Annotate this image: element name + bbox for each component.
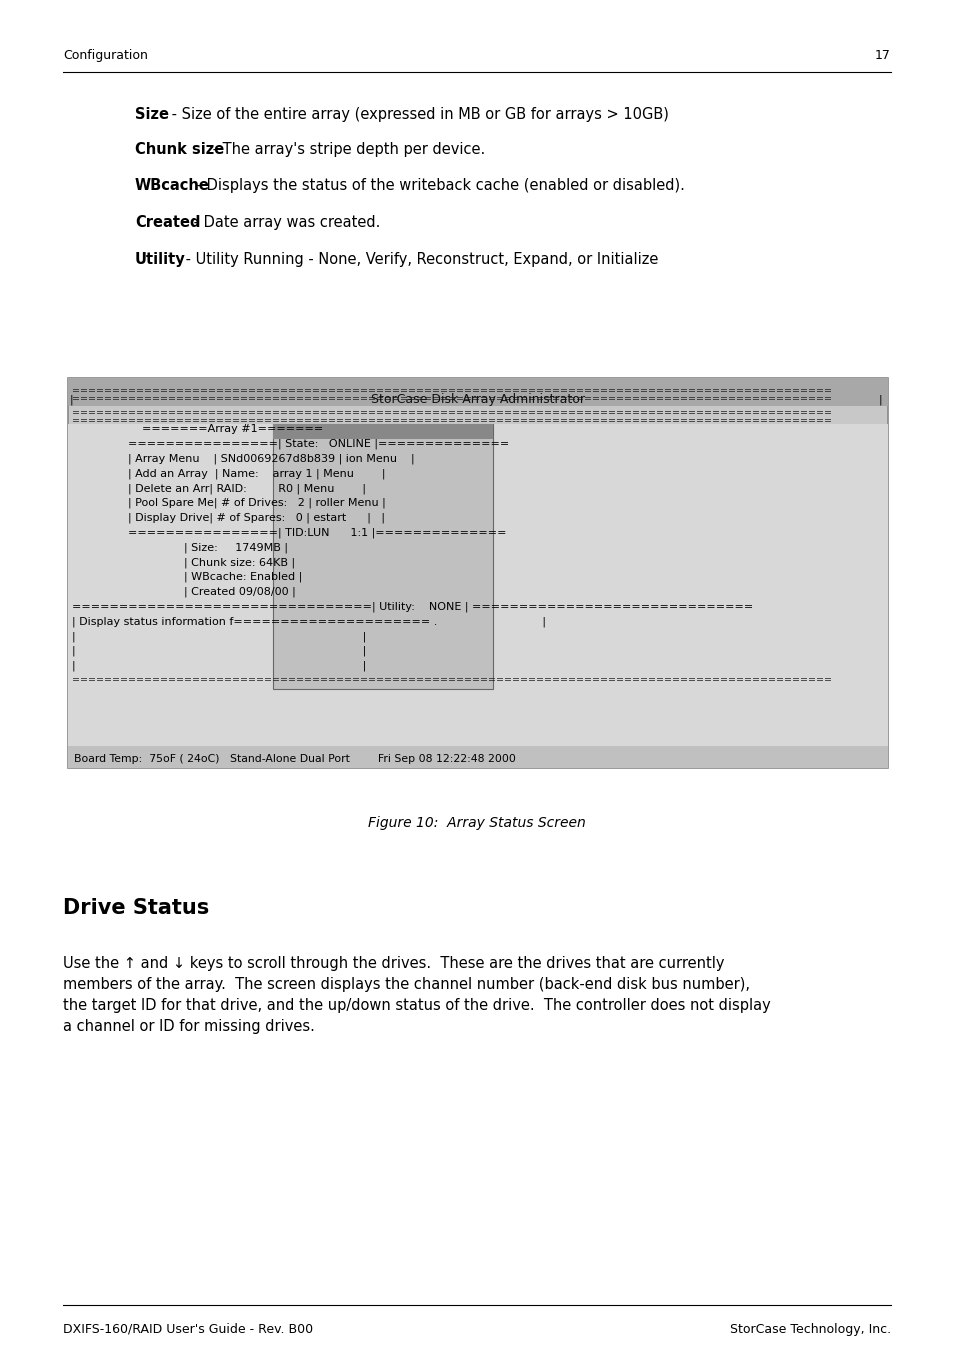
Text: ================================================================================: ========================================… [71,408,831,418]
Text: ================================| Utility:    NONE | ===========================: ================================| Utilit… [71,601,753,612]
Text: StorCase Technology, Inc.: StorCase Technology, Inc. [729,1322,890,1336]
Text: |: | [70,394,73,405]
Text: |                                                                               : | [71,646,366,657]
Text: Utility: Utility [135,252,186,267]
Text: - Utility Running - None, Verify, Reconstruct, Expand, or Initialize: - Utility Running - None, Verify, Recons… [181,252,658,267]
Text: - The array's stripe depth per device.: - The array's stripe depth per device. [208,142,485,157]
Text: | Chunk size: 64KB |: | Chunk size: 64KB | [71,557,294,568]
Text: Use the ↑ and ↓ keys to scroll through the drives.  These are the drives that ar: Use the ↑ and ↓ keys to scroll through t… [63,956,723,971]
Text: WBcache: WBcache [135,178,210,193]
Text: ================================================================================: ========================================… [71,386,831,396]
Text: |: | [878,394,882,405]
Text: DXIFS-160/RAID User's Guide - Rev. B00: DXIFS-160/RAID User's Guide - Rev. B00 [63,1322,313,1336]
Text: Created: Created [135,215,200,230]
Text: |                                                                               : | [71,661,366,671]
Text: ================================================================================: ========================================… [71,675,831,684]
Text: | Display status information f===================== .                           : | Display status information f==========… [71,616,545,627]
Text: Configuration: Configuration [63,49,148,62]
Text: ================================================================================: ========================================… [71,416,831,424]
Text: ================| State:   ONLINE |==============: ================| State: ONLINE |=======… [71,439,509,449]
Text: Chunk size: Chunk size [135,142,224,157]
Text: | Add an Array  | Name:    array 1 | Menu        |: | Add an Array | Name: array 1 | Menu | [71,468,385,479]
Text: | Array Menu    | SNd0069267d8b839 | ion Menu    |: | Array Menu | SNd0069267d8b839 | ion Me… [71,453,415,464]
Text: | Delete an Arr| RAID:         R0 | Menu        |: | Delete an Arr| RAID: R0 | Menu | [71,483,366,494]
Text: 17: 17 [874,49,890,62]
Bar [68,424,887,746]
Bar [68,378,887,407]
Text: - Displays the status of the writeback cache (enabled or disabled).: - Displays the status of the writeback c… [192,178,684,193]
Text: | Pool Spare Me| # of Drives:   2 | roller Menu |: | Pool Spare Me| # of Drives: 2 | roller… [71,498,385,508]
Text: the target ID for that drive, and the up/down status of the drive.  The controll: the target ID for that drive, and the up… [63,998,770,1013]
Text: |                                                                               : | [71,631,366,642]
Text: - Date array was created.: - Date array was created. [189,215,380,230]
Text: Board Temp:  75oF ( 24oC)   Stand-Alone Dual Port        Fri Sep 08 12:22:48 200: Board Temp: 75oF ( 24oC) Stand-Alone Dua… [74,754,516,764]
Text: Figure 10:  Array Status Screen: Figure 10: Array Status Screen [368,816,585,830]
Text: ================================================================================: ========================================… [71,394,831,402]
Bar [68,378,887,768]
Bar [68,746,887,768]
Text: members of the array.  The screen displays the channel number (back-end disk bus: members of the array. The screen display… [63,977,749,993]
Text: | Size:     1749MB |: | Size: 1749MB | [71,542,288,553]
Text: | WBcache: Enabled |: | WBcache: Enabled | [71,572,302,582]
Bar [273,424,493,689]
Text: =======Array #1=======: =======Array #1======= [71,424,323,434]
Bar [273,424,493,439]
Text: ================| TID:LUN      1:1 |==============: ================| TID:LUN 1:1 |=========… [71,527,506,538]
Text: StorCase Disk Array Administrator: StorCase Disk Array Administrator [371,393,584,407]
Text: a channel or ID for missing drives.: a channel or ID for missing drives. [63,1019,314,1034]
Text: | Created 09/08/00 |: | Created 09/08/00 | [71,587,295,597]
Text: - Size of the entire array (expressed in MB or GB for arrays > 10GB): - Size of the entire array (expressed in… [167,107,668,122]
Text: Size: Size [135,107,169,122]
Text: Drive Status: Drive Status [63,898,209,919]
Text: | Display Drive| # of Spares:   0 | estart      |   |: | Display Drive| # of Spares: 0 | estart… [71,513,385,523]
